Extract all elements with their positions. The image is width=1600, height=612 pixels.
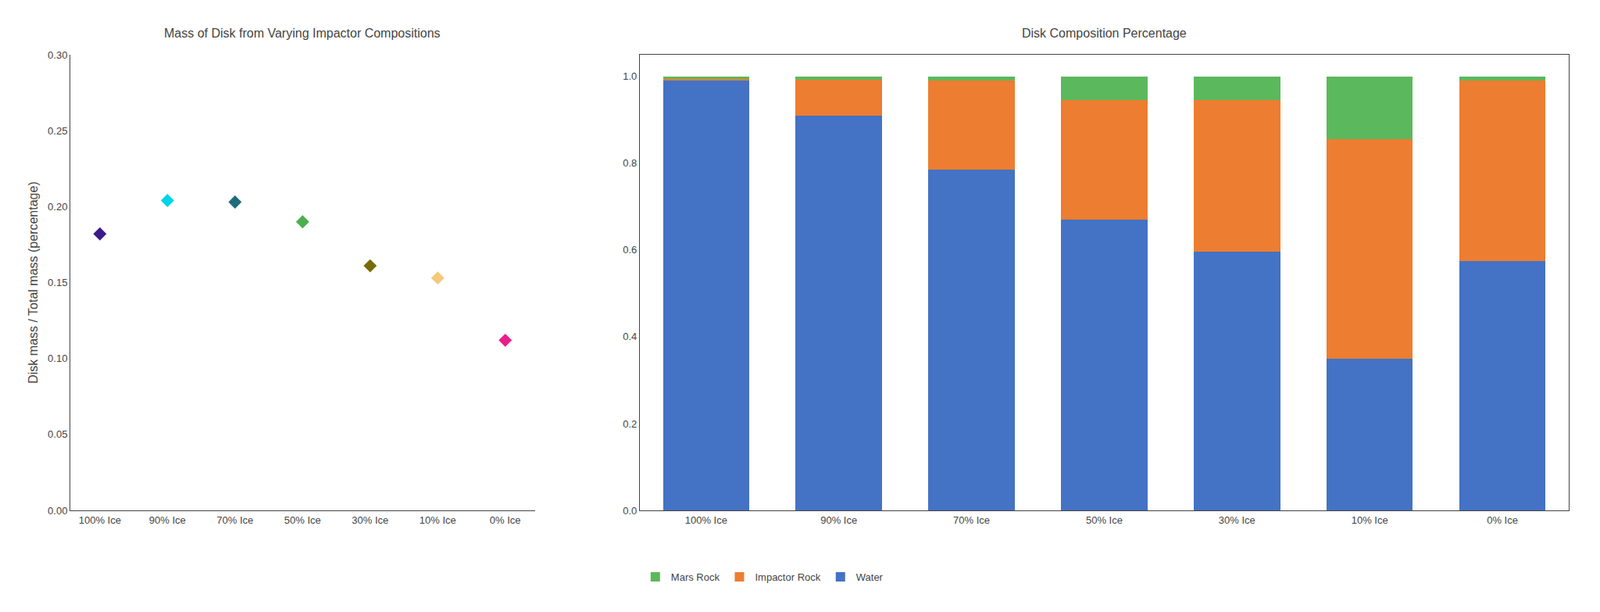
svg-text:Impactor Rock: Impactor Rock (754, 571, 821, 583)
svg-text:30% Ice: 30% Ice (1218, 514, 1256, 526)
svg-text:0.2: 0.2 (622, 417, 637, 430)
svg-text:50% Ice: 50% Ice (284, 514, 322, 526)
svg-text:Mars Rock: Mars Rock (671, 571, 721, 583)
svg-text:10% Ice: 10% Ice (419, 514, 457, 526)
svg-text:0.6: 0.6 (622, 243, 637, 256)
svg-text:1.0: 1.0 (622, 70, 637, 83)
svg-text:Disk Composition Percentage: Disk Composition Percentage (1021, 26, 1187, 40)
svg-text:Mass of Disk from Varying Impa: Mass of Disk from Varying Impactor Compo… (164, 26, 441, 40)
svg-text:0.8: 0.8 (622, 157, 637, 169)
svg-text:0.25: 0.25 (47, 125, 68, 137)
svg-text:0.30: 0.30 (47, 49, 68, 61)
svg-text:70% Ice: 70% Ice (216, 514, 254, 526)
svg-text:0.15: 0.15 (47, 276, 68, 289)
svg-text:90% Ice: 90% Ice (820, 514, 858, 526)
svg-text:Disk mass / Total mass (percen: Disk mass / Total mass (percentage) (26, 181, 40, 383)
svg-text:100% Ice: 100% Ice (78, 514, 122, 526)
svg-text:0.0: 0.0 (622, 504, 637, 517)
svg-text:0.05: 0.05 (47, 428, 68, 440)
svg-text:70% Ice: 70% Ice (953, 514, 990, 526)
svg-text:0.4: 0.4 (622, 330, 637, 343)
svg-text:Water: Water (856, 571, 884, 583)
svg-text:10% Ice: 10% Ice (1351, 514, 1389, 526)
svg-text:30% Ice: 30% Ice (351, 514, 389, 526)
svg-text:0% Ice: 0% Ice (1486, 514, 1518, 526)
svg-text:50% Ice: 50% Ice (1085, 514, 1123, 526)
svg-text:0% Ice: 0% Ice (489, 514, 522, 526)
svg-text:100% Ice: 100% Ice (685, 514, 728, 526)
svg-text:90% Ice: 90% Ice (149, 514, 186, 526)
svg-text:0.20: 0.20 (47, 200, 68, 213)
svg-text:0.10: 0.10 (47, 352, 68, 365)
svg-text:0.00: 0.00 (47, 504, 68, 517)
